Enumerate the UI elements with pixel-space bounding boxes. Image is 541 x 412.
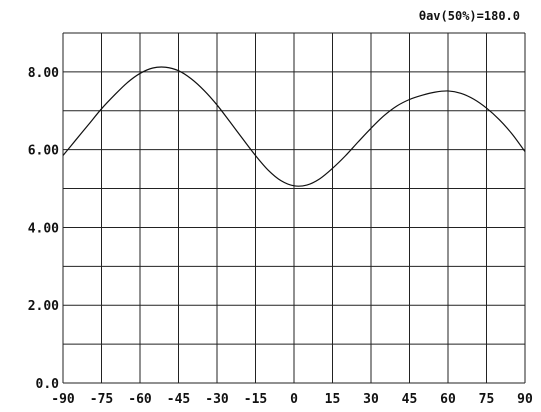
x-tick-label: 45 [402, 392, 418, 407]
x-tick-label: 0 [290, 392, 298, 407]
y-tick-label: 4.00 [28, 221, 59, 236]
x-tick-label: -45 [167, 392, 190, 407]
x-tick-label: -15 [244, 392, 267, 407]
x-tick-label: -75 [90, 392, 113, 407]
y-tick-label: 2.00 [28, 299, 59, 314]
y-tick-label: 8.00 [28, 66, 59, 81]
grid [62, 32, 526, 384]
x-axis-ticks: -90 -75 -60 -45 -30 -15 0 15 30 45 60 75 90 [51, 392, 533, 407]
y-axis-ticks: 0.0 2.00 4.00 6.00 8.00 [28, 66, 59, 392]
x-tick-label: -60 [128, 392, 152, 407]
x-tick-label: -30 [205, 392, 229, 407]
annotation-label: θav(50%)=180.0 [419, 9, 520, 23]
x-tick-label: 30 [363, 392, 379, 407]
series-layer [62, 66, 526, 187]
x-tick-label: -90 [51, 392, 75, 407]
y-tick-label: 6.00 [28, 144, 59, 159]
x-tick-label: 15 [325, 392, 341, 407]
y-tick-label: 0.0 [36, 377, 60, 392]
x-tick-label: 75 [479, 392, 495, 407]
x-tick-label: 60 [440, 392, 456, 407]
x-tick-label: 90 [517, 392, 533, 407]
series-line [62, 66, 526, 187]
